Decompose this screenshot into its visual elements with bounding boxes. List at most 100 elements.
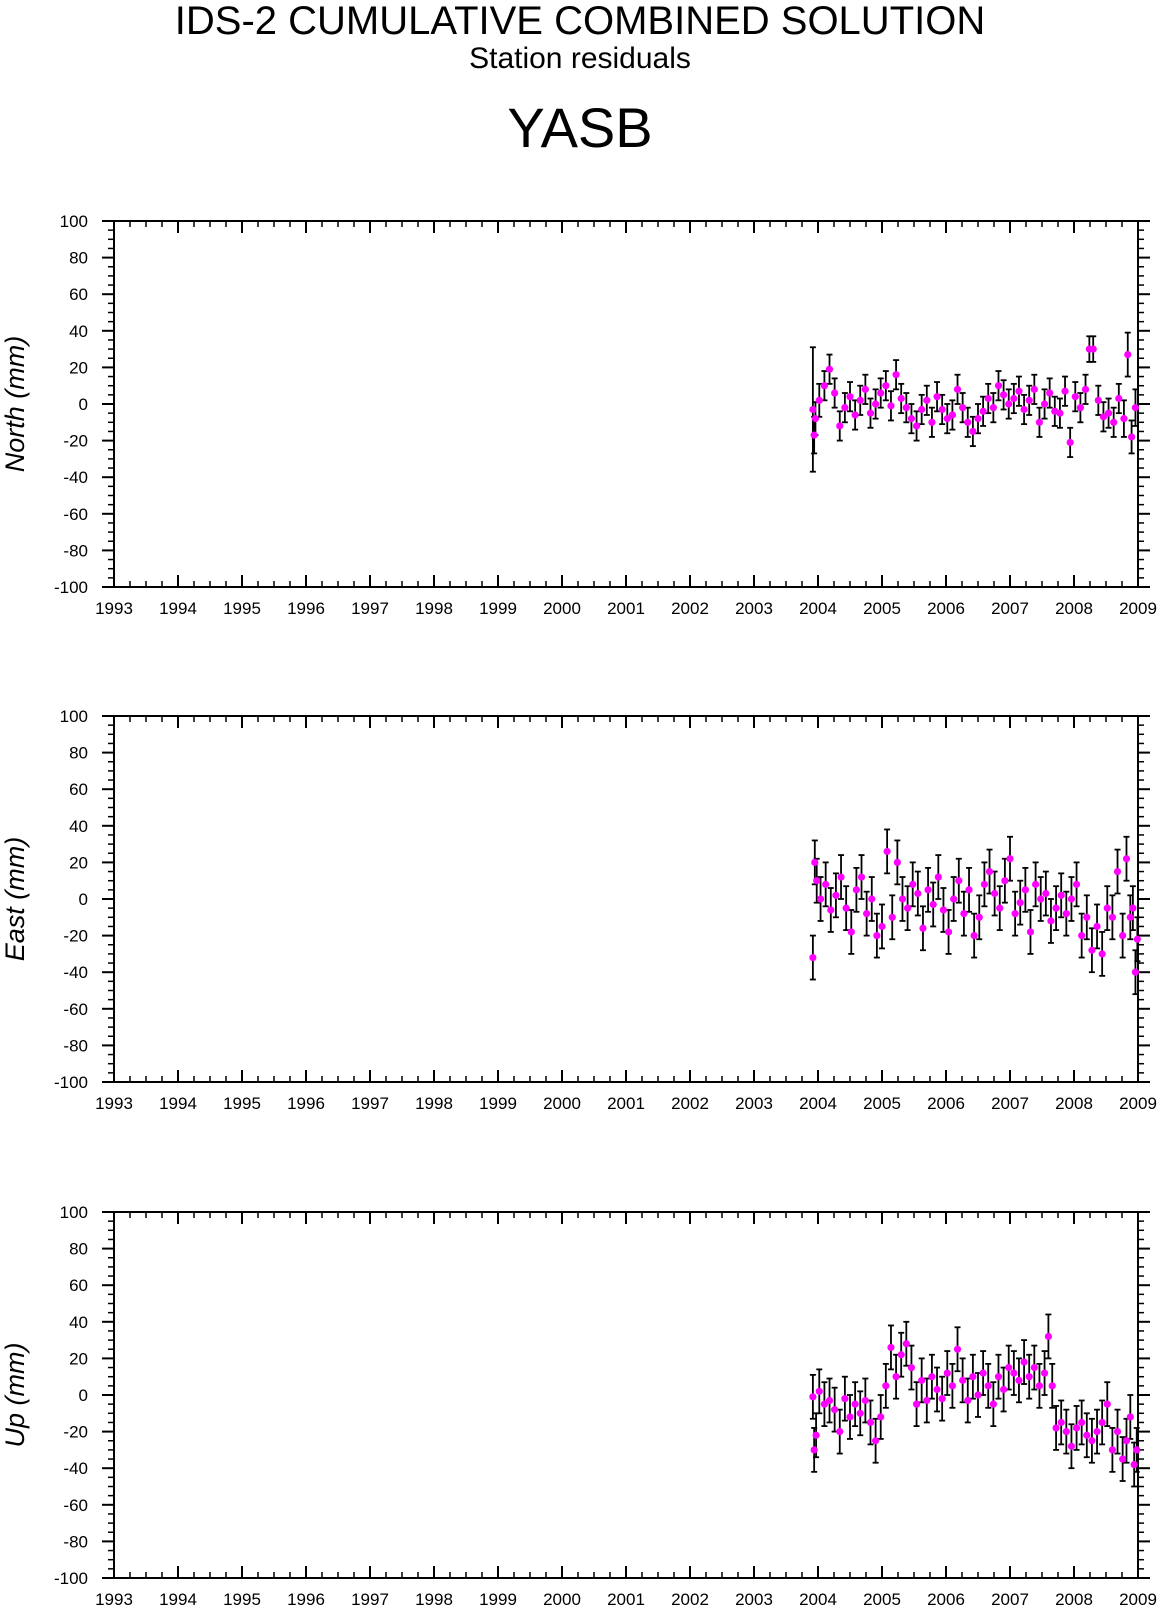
y-tick-label: -100 — [54, 1073, 88, 1092]
data-point — [866, 1418, 875, 1427]
data-point — [1016, 899, 1024, 907]
y-tick-label: -80 — [63, 1036, 88, 1055]
data-point — [836, 1428, 844, 1436]
y-axis-label: North (mm) — [0, 336, 30, 473]
data-point — [1115, 394, 1123, 403]
x-tick-label: 1994 — [159, 599, 197, 618]
data-point — [928, 418, 936, 426]
data-point — [1126, 1413, 1134, 1421]
x-tick-label: 2003 — [735, 599, 773, 618]
data-point — [1088, 1437, 1096, 1445]
y-tick-label: -60 — [63, 505, 88, 524]
data-point — [902, 1340, 910, 1348]
y-tick-label: -80 — [63, 541, 88, 560]
x-tick-label: 2008 — [1055, 1590, 1093, 1609]
data-point — [857, 873, 866, 881]
x-tick-label: 2001 — [607, 599, 645, 618]
data-point — [887, 402, 895, 410]
data-point — [1098, 1418, 1106, 1427]
data-point — [1040, 400, 1049, 408]
y-tick-label: -40 — [63, 963, 88, 982]
x-tick-label: 1999 — [479, 1590, 517, 1609]
data-series — [809, 1313, 1141, 1488]
data-point — [1005, 1363, 1013, 1372]
x-tick-label: 2009 — [1119, 1590, 1157, 1609]
data-point — [959, 1376, 967, 1384]
y-axis-label: Up (mm) — [0, 1343, 30, 1448]
data-point — [991, 889, 999, 898]
data-point — [1006, 855, 1014, 863]
data-point — [831, 389, 839, 397]
data-point — [1076, 404, 1084, 412]
data-point — [831, 1406, 839, 1414]
y-tick-label: 40 — [69, 322, 88, 341]
data-point — [816, 895, 825, 903]
data-point — [882, 1382, 890, 1390]
data-point — [1000, 1385, 1008, 1394]
y-tick-label: -20 — [63, 1423, 88, 1442]
data-point — [970, 932, 978, 940]
data-point — [815, 1387, 823, 1395]
data-point — [1122, 855, 1131, 863]
x-tick-label: 1999 — [479, 599, 517, 618]
y-tick-label: 60 — [69, 780, 88, 799]
chart-panel-1: 1993 1994 1995 1996 1997 1998 1999 2000 2001 2002… — [0, 212, 1157, 618]
data-point — [809, 405, 817, 414]
data-point — [809, 1393, 817, 1401]
data-point — [815, 396, 823, 404]
data-point — [964, 418, 972, 426]
data-point — [1067, 895, 1076, 903]
data-point — [984, 1382, 992, 1390]
data-point — [836, 422, 844, 430]
data-point — [873, 932, 881, 940]
data-point — [979, 407, 987, 415]
data-point — [959, 404, 967, 412]
data-point — [989, 404, 997, 412]
data-point — [1011, 910, 1019, 918]
data-point — [1126, 913, 1134, 921]
x-tick-label: 1993 — [95, 1094, 133, 1113]
data-point — [813, 877, 821, 885]
x-tick-label: 2004 — [799, 1590, 837, 1609]
data-point — [989, 1400, 997, 1408]
y-tick-label: 100 — [60, 1203, 88, 1222]
data-point — [1088, 946, 1096, 954]
data-point — [1000, 391, 1008, 399]
data-point — [996, 904, 1004, 912]
data-point — [825, 365, 834, 373]
data-point — [1010, 1369, 1018, 1377]
data-point — [872, 1437, 880, 1445]
x-tick-label: 1997 — [351, 599, 389, 618]
x-tick-label: 2004 — [799, 599, 837, 618]
data-point — [888, 913, 896, 921]
data-point — [893, 858, 901, 867]
data-point — [907, 415, 916, 423]
data-point — [1093, 1428, 1101, 1436]
x-tick-label: 1997 — [351, 1590, 389, 1609]
data-point — [943, 415, 951, 423]
x-tick-label: 2000 — [543, 599, 581, 618]
data-point — [1037, 895, 1045, 903]
data-point — [825, 1396, 834, 1405]
x-tick-label: 1993 — [95, 599, 133, 618]
data-point — [904, 904, 912, 912]
data-point — [897, 1351, 905, 1359]
x-tick-label: 1995 — [223, 599, 261, 618]
data-point — [811, 858, 819, 867]
y-tick-label: 20 — [69, 853, 88, 872]
x-tick-label: 2002 — [671, 599, 709, 618]
y-tick-label: 20 — [69, 1349, 88, 1368]
data-point — [1067, 1442, 1076, 1450]
data-point — [1103, 1400, 1111, 1408]
data-point — [1010, 394, 1018, 403]
data-point — [866, 409, 875, 417]
y-tick-label: -40 — [63, 468, 88, 487]
data-point — [1052, 904, 1060, 912]
data-point — [1046, 389, 1054, 397]
data-point — [1001, 877, 1009, 885]
station-name: YASB — [507, 96, 653, 159]
data-point — [1110, 418, 1118, 426]
y-tick-label: -100 — [54, 578, 88, 597]
data-point — [832, 891, 840, 899]
